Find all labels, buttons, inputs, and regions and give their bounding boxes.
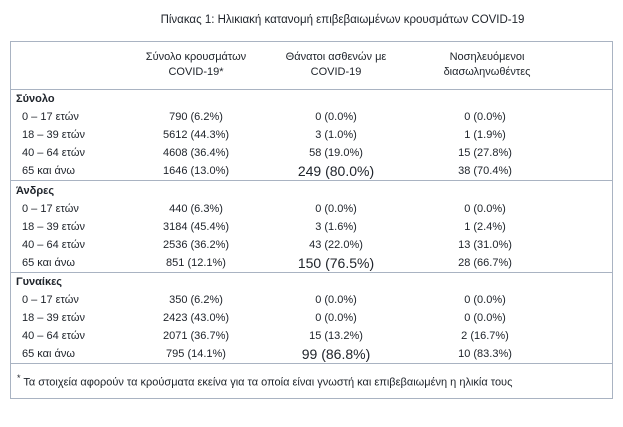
deaths-cell: 58 (19.0%) — [309, 147, 363, 160]
age-label: 40 – 64 ετών — [22, 330, 85, 343]
cases-cell: 2423 (43.0%) — [162, 312, 230, 325]
table-row: 40 – 64 ετών 2071 (36.7%) 15 (13.2%) 2 (… — [11, 327, 612, 345]
intubated-cell: 15 (27.8%) — [458, 147, 512, 160]
deaths-cell: 0 (0.0%) — [315, 294, 357, 307]
intubated-cell: 28 (66.7%) — [458, 256, 512, 269]
deaths-cell: 249 (80.0%) — [297, 163, 375, 180]
footnote-marker: * — [17, 373, 21, 384]
age-label: 18 – 39 ετών — [22, 220, 85, 233]
table-row: 18 – 39 ετών 2423 (43.0%) 0 (0.0%) 0 (0.… — [11, 309, 612, 327]
table-row: 18 – 39 ετών 3184 (45.4%) 3 (1.6%) 1 (2.… — [11, 218, 612, 236]
intubated-cell: 1 (1.9%) — [464, 129, 506, 142]
age-label: 65 και άνω — [22, 348, 75, 361]
table-row: 40 – 64 ετών 4608 (36.4%) 58 (19.0%) 15 … — [11, 144, 612, 162]
deaths-cell: 3 (1.0%) — [315, 129, 357, 142]
age-label: 40 – 64 ετών — [22, 147, 85, 160]
cases-cell: 440 (6.3%) — [169, 202, 223, 215]
deaths-cell: 150 (76.5%) — [297, 254, 375, 271]
cases-cell: 851 (12.1%) — [166, 256, 226, 269]
intubated-cell: 1 (2.4%) — [464, 220, 506, 233]
table-row: 65 και άνω 851 (12.1%) 150 (76.5%) 28 (6… — [11, 254, 612, 273]
deaths-cell: 0 (0.0%) — [315, 202, 357, 215]
intubated-cell: 0 (0.0%) — [464, 202, 506, 215]
age-label: 0 – 17 ετών — [22, 111, 79, 124]
section-label: Σύνολο — [16, 93, 55, 106]
footnote-text: Τα στοιχεία αφορούν τα κρούσματα εκείνα … — [23, 376, 513, 389]
cases-cell: 795 (14.1%) — [166, 348, 226, 361]
cases-cell: 790 (6.2%) — [169, 111, 223, 124]
deaths-cell: 15 (13.2%) — [309, 330, 363, 343]
section-label: Άνδρες — [11, 180, 612, 200]
age-label: 40 – 64 ετών — [22, 238, 85, 251]
intubated-cell: 13 (31.0%) — [458, 238, 512, 251]
table-row: 18 – 39 ετών 5612 (44.3%) 3 (1.0%) 1 (1.… — [11, 126, 612, 144]
age-label: 18 – 39 ετών — [22, 312, 85, 325]
cases-cell: 2536 (36.2%) — [162, 238, 230, 251]
header-deaths: Θάνατοι ασθενών με COVID-19 — [266, 42, 406, 90]
cases-cell: 4608 (36.4%) — [162, 147, 230, 160]
cases-cell: 350 (6.2%) — [169, 294, 223, 307]
table-row: 0 – 17 ετών 790 (6.2%) 0 (0.0%) 0 (0.0%) — [11, 108, 612, 126]
cases-cell: 5612 (44.3%) — [162, 129, 230, 142]
deaths-cell: 3 (1.6%) — [315, 220, 357, 233]
header-empty-cell — [11, 42, 126, 90]
header-row: Σύνολο κρουσμάτων COVID-19* Θάνατοι ασθε… — [11, 42, 612, 90]
intubated-cell: 0 (0.0%) — [464, 294, 506, 307]
table-title: Πίνακας 1: Ηλικιακή κατανομή επιβεβαιωμέ… — [160, 14, 525, 26]
table-row: 65 και άνω 795 (14.1%) 99 (86.8%) 10 (83… — [11, 345, 612, 363]
age-label: 65 και άνω — [22, 256, 75, 269]
age-label: 18 – 39 ετών — [22, 129, 85, 142]
deaths-cell: 99 (86.8%) — [301, 346, 371, 363]
covid-age-table: Σύνολο κρουσμάτων COVID-19* Θάνατοι ασθε… — [11, 42, 612, 363]
cases-cell: 3184 (45.4%) — [162, 220, 230, 233]
table-row: 65 και άνω 1646 (13.0%) 249 (80.0%) 38 (… — [11, 162, 612, 181]
intubated-cell: 38 (70.4%) — [458, 165, 512, 178]
table-footnote: * Τα στοιχεία αφορούν τα κρούσματα εκείν… — [11, 363, 612, 398]
table-row: 40 – 64 ετών 2536 (36.2%) 43 (22.0%) 13 … — [11, 236, 612, 254]
section-label: Γυναίκες — [11, 271, 612, 292]
table-row: 0 – 17 ετών 350 (6.2%) 0 (0.0%) 0 (0.0%) — [11, 291, 612, 309]
intubated-cell: 0 (0.0%) — [464, 111, 506, 124]
deaths-cell: 0 (0.0%) — [315, 312, 357, 325]
header-intubated: Νοσηλευόμενοι διασωληνωθέντες — [406, 42, 612, 90]
section-row-total: Σύνολο — [11, 89, 612, 108]
intubated-cell: 0 (0.0%) — [464, 312, 506, 325]
cases-cell: 2071 (36.7%) — [162, 330, 230, 343]
table-row: 0 – 17 ετών 440 (6.3%) 0 (0.0%) 0 (0.0%) — [11, 200, 612, 218]
header-cases: Σύνολο κρουσμάτων COVID-19* — [126, 42, 266, 90]
age-label: 65 και άνω — [22, 165, 75, 178]
intubated-cell: 2 (16.7%) — [461, 330, 509, 343]
deaths-cell: 43 (22.0%) — [309, 238, 363, 251]
deaths-cell: 0 (0.0%) — [315, 111, 357, 124]
report-page: Πίνακας 1: Ηλικιακή κατανομή επιβεβαιωμέ… — [10, 14, 613, 399]
age-label: 0 – 17 ετών — [22, 294, 79, 307]
covid-age-table-container: Σύνολο κρουσμάτων COVID-19* Θάνατοι ασθε… — [10, 41, 613, 399]
section-row-women: Γυναίκες — [11, 271, 612, 292]
age-label: 0 – 17 ετών — [22, 202, 79, 215]
section-row-men: Άνδρες — [11, 180, 612, 200]
cases-cell: 1646 (13.0%) — [162, 165, 230, 178]
intubated-cell: 10 (83.3%) — [458, 348, 512, 361]
